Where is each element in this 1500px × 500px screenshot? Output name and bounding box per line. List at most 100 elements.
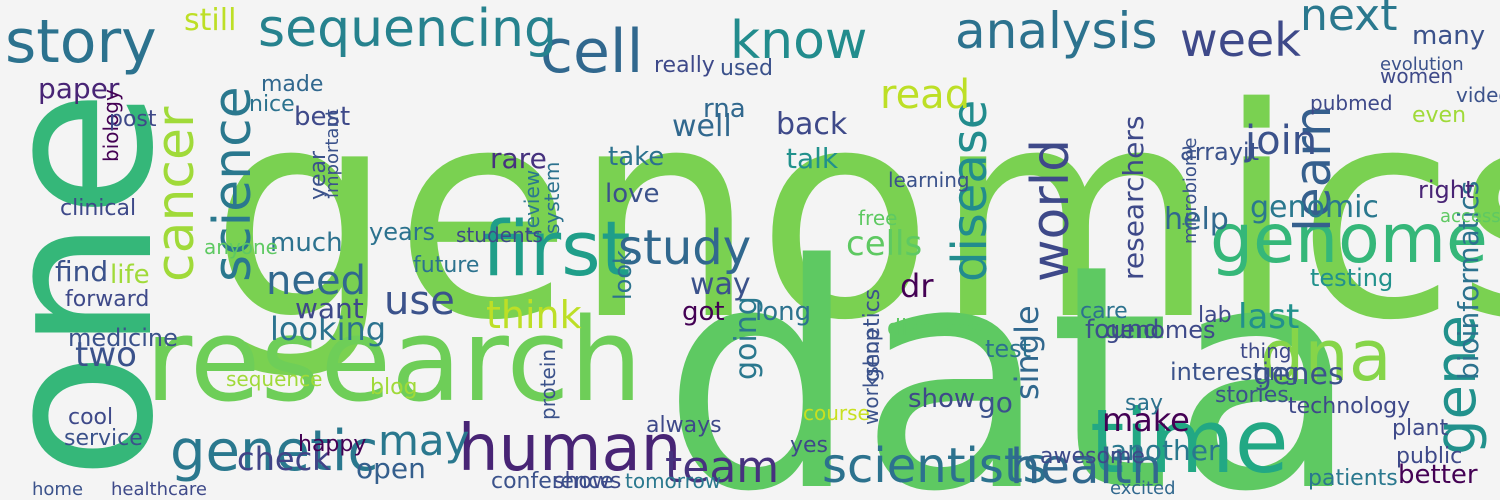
word-learn: learn [1284, 105, 1342, 232]
word-looking: looking [270, 310, 386, 348]
word-first: first [482, 204, 631, 293]
word-workshop: workshop [859, 329, 883, 425]
word-two: two [75, 335, 137, 375]
word-may: may [378, 416, 470, 465]
word-stories: stories [1215, 383, 1289, 408]
word-protein: protein [536, 349, 560, 420]
word-many: many [1412, 21, 1485, 51]
word-access: access [1440, 206, 1500, 227]
word-better: better [1398, 460, 1478, 490]
word-yes: yes [790, 433, 828, 458]
word-still: still [184, 3, 236, 38]
word-right: right [1418, 176, 1474, 204]
word-paper: paper [38, 72, 120, 105]
word-know: know [730, 11, 867, 71]
word-biology: biology [99, 89, 123, 162]
word-home: home [32, 479, 83, 500]
word-cancer: cancer [146, 106, 206, 282]
word-pubmed: pubmed [1310, 91, 1393, 115]
word-thing: thing [1240, 339, 1291, 363]
word-best: best [294, 102, 350, 132]
word-show: show [908, 384, 975, 414]
word-course: course [803, 401, 870, 425]
word-conference: conference [491, 469, 613, 494]
word-sequence: sequence [226, 367, 322, 391]
word-back: back [776, 107, 848, 142]
word-got: got [682, 297, 725, 327]
word-long: long [755, 297, 811, 327]
word-life: life [110, 260, 150, 290]
word-check: check [237, 440, 331, 478]
word-story: story [5, 7, 157, 77]
word-going: going [729, 296, 764, 380]
word-say: say [1125, 391, 1163, 416]
word-love: love [605, 179, 660, 209]
word-even: even [1412, 103, 1466, 128]
word-diseases: diseases [887, 316, 982, 341]
word-genomic: genomic [1250, 190, 1379, 225]
word-plant: plant [1392, 416, 1449, 441]
word-medicine: medicine [68, 324, 178, 352]
word-rna: rna [703, 94, 746, 124]
word-one: one [0, 89, 200, 480]
word-care: care [1080, 299, 1128, 324]
word-want: want [295, 292, 364, 325]
word-find: find [55, 255, 108, 288]
word-week: week [1180, 13, 1301, 67]
word-scientists: scientists [822, 438, 1048, 494]
word-blog: blog [370, 375, 418, 400]
word-join: join [1244, 118, 1317, 164]
word-genetics: genetics [860, 289, 885, 382]
word-lab: lab [1198, 303, 1232, 328]
word-testing: testing [1310, 264, 1393, 292]
word-nice: nice [249, 92, 295, 117]
word-microbiome: microbiome [1180, 138, 1201, 245]
word-talk: talk [786, 142, 839, 175]
word-shows: shows [553, 469, 621, 494]
word-tomorrow: tomorrow [625, 469, 721, 493]
word-students: students [456, 223, 543, 247]
word-video: video [1456, 83, 1500, 107]
word-post: post [109, 107, 157, 132]
word-dna: dna [1260, 315, 1392, 397]
word-technology: technology [1288, 394, 1410, 419]
word-help: help [1164, 202, 1229, 237]
word-evolution: evolution [1380, 54, 1464, 75]
word-future: future [413, 253, 479, 278]
word-cell: cell [540, 17, 643, 87]
word-interesting: interesting [1170, 358, 1299, 386]
word-data: data [662, 199, 1360, 500]
word-cells: cells [846, 224, 922, 264]
word-learning: learning [888, 168, 970, 192]
word-cool: cool [68, 405, 113, 430]
word-need: need [266, 258, 366, 304]
word-really: really [654, 53, 715, 78]
word-much: much [270, 228, 343, 258]
word-important: important [322, 109, 343, 198]
word-read: read [880, 72, 970, 118]
word-genome: genome [1210, 200, 1488, 279]
word-public: public [1396, 444, 1462, 469]
word-service: service [64, 426, 143, 451]
word-always: always [646, 413, 722, 438]
word-rare: rare [490, 142, 547, 175]
word-dr: dr [900, 267, 934, 305]
word-use: use [384, 278, 455, 324]
word-analysis: analysis [955, 2, 1157, 60]
word-years: years [369, 218, 435, 246]
word-single: single [1008, 305, 1046, 400]
word-way: way [690, 267, 751, 302]
word-system: system [540, 162, 564, 234]
word-next: next [1300, 0, 1397, 41]
word-team: team [665, 442, 779, 493]
word-go: go [978, 386, 1013, 419]
word-excited: excited [1110, 478, 1176, 499]
word-human: human [458, 412, 681, 486]
word-year: year [306, 150, 331, 200]
word-make: make [1102, 401, 1190, 439]
word-genes: genes [1253, 357, 1344, 392]
word-look: look [609, 250, 637, 300]
word-clinical: clinical [60, 196, 136, 221]
